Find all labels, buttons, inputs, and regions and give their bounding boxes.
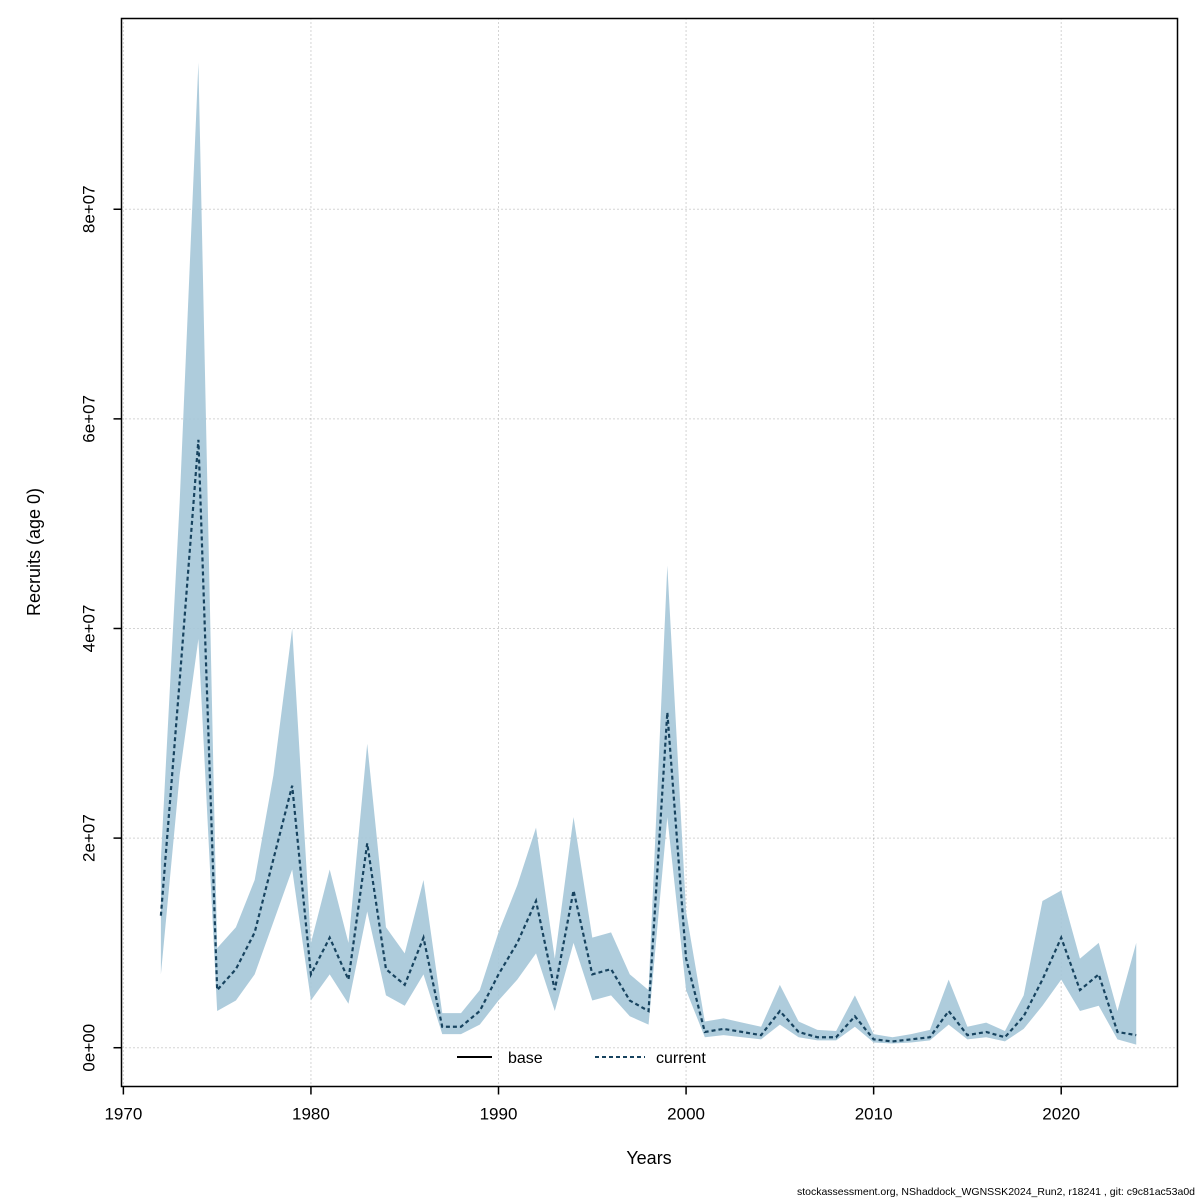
legend-current-label: current xyxy=(656,1050,706,1067)
plot-border xyxy=(120,17,1179,1088)
x-tick-label: 2020 xyxy=(1042,1105,1080,1124)
y-axis-title: Recruits (age 0) xyxy=(24,488,44,616)
footer-attribution: stockassessment.org, NShaddock_WGNSSK202… xyxy=(797,1186,1195,1198)
y-tick-label: 8e+07 xyxy=(80,185,99,233)
legend-base-label: base xyxy=(508,1050,543,1067)
legend: base current xyxy=(457,1050,706,1067)
confidence-band xyxy=(160,62,1137,1045)
x-tick-label: 2010 xyxy=(855,1105,893,1124)
current-confidence-band xyxy=(160,62,1137,1045)
x-axis-tick-labels: 1970 1980 1990 2000 2010 2020 xyxy=(104,1105,1080,1124)
y-axis-tick-labels: 0e+00 2e+07 4e+07 6e+07 8e+07 xyxy=(80,185,99,1071)
x-axis-title: Years xyxy=(626,1148,671,1168)
gridlines xyxy=(121,18,1178,1087)
y-tick-label: 2e+07 xyxy=(80,814,99,862)
x-tick-label: 1980 xyxy=(292,1105,330,1124)
x-tick-label: 1970 xyxy=(104,1105,142,1124)
y-tick-label: 6e+07 xyxy=(80,395,99,443)
current-series-line xyxy=(159,439,1137,1043)
y-tick-label: 0e+00 xyxy=(80,1024,99,1072)
current-median-line xyxy=(159,439,1137,1043)
x-tick-label: 2000 xyxy=(667,1105,705,1124)
axis-ticks xyxy=(113,208,1062,1095)
x-tick-label: 1990 xyxy=(480,1105,518,1124)
y-tick-label: 4e+07 xyxy=(80,605,99,653)
